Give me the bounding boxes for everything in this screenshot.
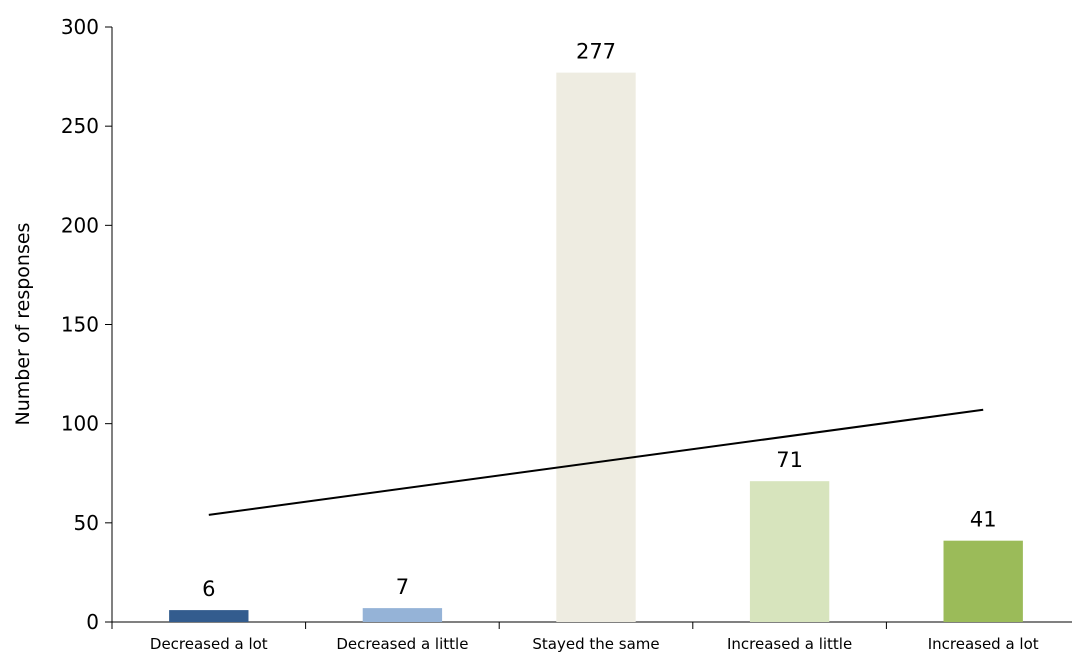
y-tick-label: 250	[61, 114, 99, 138]
bar	[169, 610, 249, 622]
x-tick-label: Stayed the same	[532, 635, 659, 653]
data-label: 6	[202, 577, 215, 601]
x-axis: Decreased a lot Decreased a little Stayed …	[111, 621, 1072, 653]
y-tick-label: 200	[61, 213, 99, 237]
x-tick-label: Decreased a little	[336, 635, 468, 653]
bars	[169, 72, 1023, 622]
y-tick-label: 300	[61, 15, 99, 39]
data-label: 71	[776, 448, 803, 472]
data-label: 277	[576, 40, 616, 64]
trendline	[208, 408, 984, 516]
bar	[362, 608, 443, 622]
data-labels: 6 7 277 71 41	[202, 40, 996, 601]
data-label: 41	[970, 508, 997, 532]
x-tick-label: Increased a lot	[928, 635, 1039, 653]
y-axis-title: Number of responses	[12, 223, 34, 426]
x-tick-label: Decreased a lot	[150, 635, 268, 653]
y-tick-label: 100	[61, 412, 99, 436]
x-tick-label: Increased a little	[727, 635, 852, 653]
y-axis: 0 50 100 150 200 250 300	[61, 15, 113, 634]
y-tick-label: 50	[74, 511, 99, 535]
bar	[749, 481, 830, 622]
bar	[556, 72, 636, 622]
data-label: 7	[396, 575, 409, 599]
trendline-group	[208, 408, 984, 516]
bar	[943, 540, 1023, 622]
y-tick-label: 150	[61, 313, 99, 337]
y-tick-label: 0	[86, 610, 99, 634]
